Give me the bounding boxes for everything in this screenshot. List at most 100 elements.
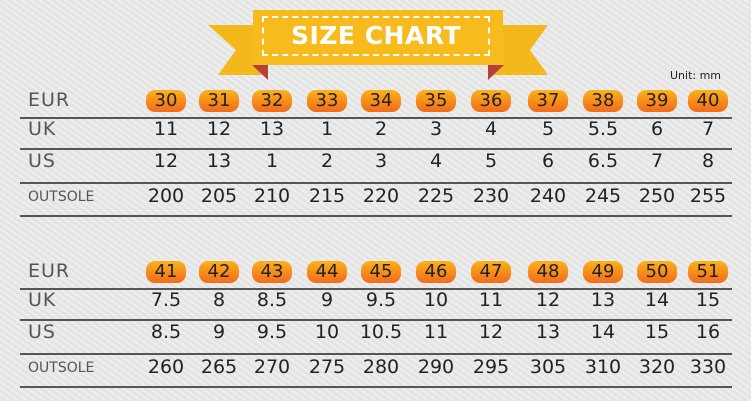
size-cell: 1	[265, 150, 279, 172]
size-cell: 9.5	[365, 289, 397, 311]
eur-size-badge: 49	[583, 261, 623, 283]
size-cell: 2	[374, 118, 388, 140]
row-divider	[20, 148, 732, 150]
eur-size-badge: 37	[528, 90, 568, 112]
size-cell: 12	[478, 321, 504, 343]
chart-title: SIZE CHART	[262, 16, 490, 56]
size-cell: 260	[147, 356, 185, 378]
size-cell: 1	[320, 118, 334, 140]
size-cell: 330	[689, 356, 727, 378]
size-cell: 10	[314, 321, 340, 343]
size-cell: 8	[701, 150, 715, 172]
size-cell: 13	[206, 150, 232, 172]
eur-size-badge: 40	[688, 90, 728, 112]
eur-size-badge: 42	[199, 261, 239, 283]
size-cell: 13	[259, 118, 285, 140]
row-divider	[20, 288, 732, 290]
size-cell: 12	[206, 118, 232, 140]
size-cell: 245	[584, 185, 622, 207]
size-cell: 4	[484, 118, 498, 140]
size-cell: 320	[638, 356, 676, 378]
size-cell: 310	[584, 356, 622, 378]
row-label-uk: UK	[28, 118, 57, 140]
eur-size-badge: 50	[637, 261, 677, 283]
size-cell: 8.5	[150, 321, 182, 343]
size-cell: 255	[689, 185, 727, 207]
row-label-eur: EUR	[28, 89, 71, 111]
size-cell: 305	[529, 356, 567, 378]
size-cell: 200	[147, 185, 185, 207]
eur-size-badge: 41	[146, 261, 186, 283]
size-cell: 5.5	[587, 118, 619, 140]
size-cell: 250	[638, 185, 676, 207]
size-cell: 4	[429, 150, 443, 172]
row-divider	[20, 182, 732, 184]
size-cell: 12	[153, 150, 179, 172]
size-cell: 9.5	[256, 321, 288, 343]
size-cell: 16	[695, 321, 721, 343]
row-divider	[20, 319, 732, 321]
eur-size-badge: 39	[637, 90, 677, 112]
eur-size-badge: 35	[416, 90, 456, 112]
row-label-outsole: OUTSOLE	[28, 189, 95, 205]
size-cell: 15	[695, 289, 721, 311]
size-cell: 12	[535, 289, 561, 311]
size-cell: 295	[472, 356, 510, 378]
eur-size-badge: 33	[307, 90, 347, 112]
eur-size-badge: 32	[252, 90, 292, 112]
size-cell: 10.5	[359, 321, 403, 343]
size-cell: 7	[701, 118, 715, 140]
eur-size-badge: 44	[307, 261, 347, 283]
eur-size-badge: 47	[471, 261, 511, 283]
size-cell: 6.5	[587, 150, 619, 172]
size-cell: 5	[484, 150, 498, 172]
size-cell: 230	[472, 185, 510, 207]
row-label-eur: EUR	[28, 260, 71, 282]
row-label-us: US	[28, 321, 56, 343]
size-cell: 275	[308, 356, 346, 378]
row-divider	[20, 215, 732, 217]
unit-label: Unit: mm	[670, 69, 722, 82]
size-cell: 9	[320, 289, 334, 311]
size-cell: 5	[541, 118, 555, 140]
row-divider	[20, 386, 732, 388]
size-cell: 6	[650, 118, 664, 140]
size-cell: 240	[529, 185, 567, 207]
size-cell: 7.5	[150, 289, 182, 311]
eur-size-badge: 51	[688, 261, 728, 283]
size-cell: 220	[362, 185, 400, 207]
size-cell: 13	[590, 289, 616, 311]
size-cell: 270	[253, 356, 291, 378]
row-label-uk: UK	[28, 289, 57, 311]
eur-size-badge: 46	[416, 261, 456, 283]
size-cell: 3	[429, 118, 443, 140]
size-cell: 290	[417, 356, 455, 378]
size-cell: 2	[320, 150, 334, 172]
size-cell: 205	[200, 185, 238, 207]
size-cell: 14	[590, 321, 616, 343]
size-cell: 10	[423, 289, 449, 311]
size-cell: 11	[478, 289, 504, 311]
size-cell: 13	[535, 321, 561, 343]
size-cell: 215	[308, 185, 346, 207]
eur-size-badge: 30	[146, 90, 186, 112]
row-divider	[20, 117, 732, 119]
eur-size-badge: 45	[361, 261, 401, 283]
eur-size-badge: 36	[471, 90, 511, 112]
eur-size-badge: 48	[528, 261, 568, 283]
size-cell: 3	[374, 150, 388, 172]
size-cell: 11	[153, 118, 179, 140]
eur-size-badge: 34	[361, 90, 401, 112]
size-cell: 8.5	[256, 289, 288, 311]
size-cell: 7	[650, 150, 664, 172]
row-label-outsole: OUTSOLE	[28, 360, 95, 376]
size-cell: 225	[417, 185, 455, 207]
size-cell: 9	[212, 321, 226, 343]
row-divider	[20, 353, 732, 355]
eur-size-badge: 31	[199, 90, 239, 112]
size-cell: 15	[644, 321, 670, 343]
row-label-us: US	[28, 150, 56, 172]
size-cell: 11	[423, 321, 449, 343]
size-cell: 8	[212, 289, 226, 311]
